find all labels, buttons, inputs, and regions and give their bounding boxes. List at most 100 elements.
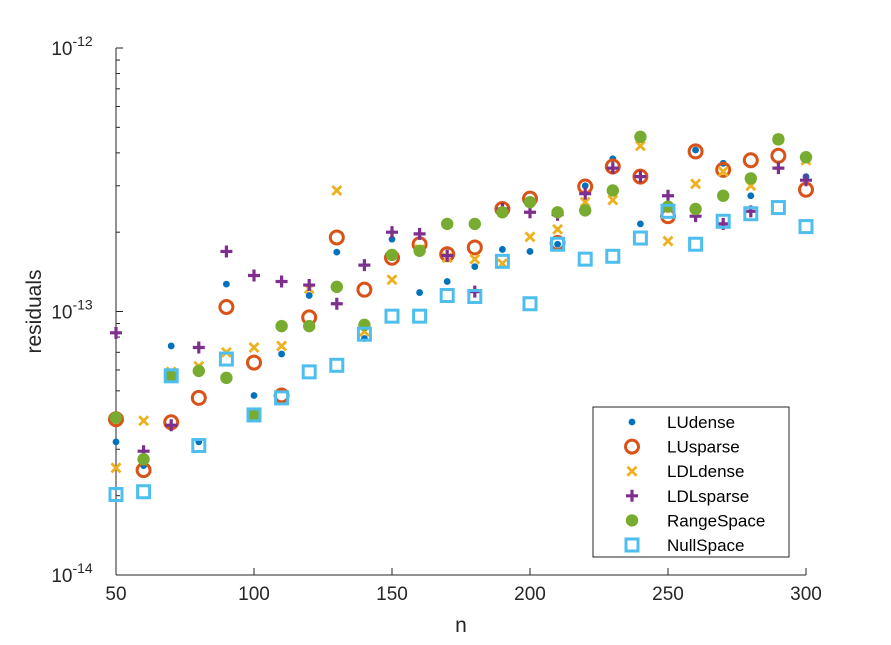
data-point: [466, 239, 483, 256]
data-point: [772, 133, 785, 146]
data-point: [800, 174, 812, 187]
data-point: [662, 189, 674, 202]
data-point: [328, 229, 345, 246]
data-point: [634, 130, 647, 144]
data-point: [551, 206, 564, 219]
data-point: [717, 165, 729, 177]
data-point: [330, 280, 343, 294]
data-point: [715, 161, 732, 178]
legend-marker: [624, 537, 640, 553]
data-point: [275, 275, 288, 288]
data-point: [250, 392, 258, 399]
x-tick-label: 250: [652, 584, 684, 605]
data-point: [191, 438, 207, 454]
x-tick-label: 50: [105, 584, 126, 605]
data-point: [218, 299, 235, 316]
data-point: [110, 462, 122, 474]
data-point: [330, 297, 343, 310]
data-point: [471, 263, 479, 271]
data-point: [386, 226, 398, 239]
data-point: [167, 342, 175, 350]
data-point: [632, 230, 648, 246]
data-point: [165, 419, 178, 432]
legend-marker: [624, 438, 640, 455]
data-point: [524, 231, 536, 243]
data-point: [747, 192, 755, 200]
data-point: [552, 223, 564, 235]
data-point: [278, 350, 285, 358]
legend-box: [592, 406, 790, 558]
legend-label: NullSpace: [667, 536, 745, 555]
data-point: [581, 182, 589, 190]
data-point: [577, 251, 593, 267]
legend: LUdense LUsparse LDLdense LDLsparse RangeSpa…: [592, 406, 790, 558]
data-point: [136, 484, 152, 500]
data-point: [276, 340, 288, 352]
data-point: [607, 194, 619, 206]
legend-label: LUsparse: [667, 438, 740, 457]
data-point: [662, 235, 674, 247]
legend-marker: [625, 514, 639, 527]
x-tick-label: 150: [376, 584, 408, 605]
data-point: [554, 240, 561, 248]
data-point: [637, 220, 644, 228]
data-point: [329, 357, 345, 373]
data-point: [388, 235, 396, 243]
data-point: [246, 354, 262, 371]
data-point: [247, 408, 261, 422]
data-point: [443, 278, 451, 285]
data-point: [579, 187, 592, 200]
data-point: [274, 390, 290, 406]
data-point: [496, 206, 509, 219]
data-point: [413, 227, 426, 240]
data-point: [220, 371, 233, 385]
data-point: [688, 236, 704, 252]
data-point: [692, 146, 699, 154]
data-point: [441, 249, 454, 262]
data-point: [687, 143, 704, 160]
data-point: [494, 253, 510, 269]
data-point: [606, 162, 619, 175]
data-point: [220, 245, 233, 258]
data-point: [742, 152, 759, 169]
data-point: [356, 281, 373, 298]
legend-marker: [628, 418, 636, 426]
y-axis-label: residuals: [23, 269, 46, 353]
data-point: [190, 389, 207, 406]
data-point: [358, 259, 371, 272]
data-point: [441, 217, 454, 231]
data-point: [467, 289, 483, 305]
data-point: [526, 248, 534, 255]
data-point: [386, 274, 398, 286]
legend-marker: [626, 465, 638, 477]
data-point: [333, 248, 341, 256]
data-point: [109, 411, 123, 424]
data-point: [192, 364, 205, 378]
data-point: [248, 342, 260, 354]
x-tick-label: 100: [238, 584, 270, 605]
x-axis-label: n: [455, 614, 467, 637]
data-point: [439, 288, 455, 304]
data-point: [523, 195, 537, 209]
x-tick-label: 200: [514, 584, 546, 605]
data-point: [799, 151, 813, 164]
data-point: [579, 204, 592, 217]
data-point: [303, 279, 316, 292]
data-point: [634, 170, 647, 183]
data-point: [744, 172, 757, 185]
data-point: [715, 213, 731, 229]
data-point: [110, 326, 122, 339]
data-point: [770, 200, 786, 216]
data-point: [605, 248, 621, 264]
data-point: [218, 351, 234, 367]
data-point: [772, 162, 785, 175]
data-point: [163, 368, 179, 384]
data-point: [660, 203, 676, 219]
data-point: [522, 296, 538, 312]
data-point: [469, 253, 481, 265]
data-point: [112, 438, 120, 446]
data-point: [550, 236, 566, 252]
data-point: [192, 341, 205, 354]
data-point: [632, 168, 649, 185]
data-point: [689, 202, 702, 216]
